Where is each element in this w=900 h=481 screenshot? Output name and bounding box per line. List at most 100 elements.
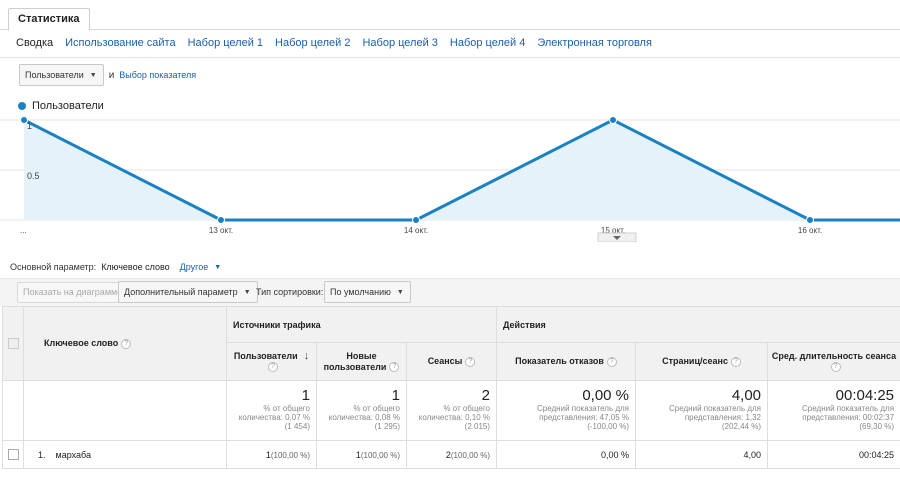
summary-row: 1 % от общего количества: 0,07 % (1 454)… (2, 380, 900, 441)
sessions-header-label: Сеансы (427, 356, 463, 366)
x-tick-label-1: 13 окт. (209, 226, 233, 235)
subnav-ecommerce[interactable]: Электронная торговля (537, 37, 652, 49)
summary-bounce-note-3: (-100,00 %) (587, 422, 630, 431)
chevron-down-icon: ▼ (396, 288, 404, 296)
keyword-column-header: Ключевое слово? (23, 306, 227, 381)
x-tick-label-4: 16 окт. (798, 226, 822, 235)
y-tick-label-1: 0.5 (27, 171, 40, 181)
help-icon[interactable]: ? (389, 362, 400, 373)
row-sessions-value: 2 (445, 449, 451, 460)
subnav-summary[interactable]: Сводка (16, 37, 54, 49)
summary-new-users-note-1: % от общего (353, 404, 400, 413)
new-users-header-line2: пользователи (323, 361, 387, 372)
primary-dimension-value[interactable]: Ключевое слово (101, 262, 170, 272)
avg-duration-column-header[interactable]: Сред. длительность сеанса? (767, 342, 900, 381)
sort-type-value: По умолчанию (330, 287, 391, 297)
help-icon[interactable]: ? (121, 338, 132, 349)
subnav-goal-set-1[interactable]: Набор целей 1 (187, 37, 264, 49)
row-select-cell (2, 440, 24, 469)
row-duration-cell: 00:04:25 (767, 440, 900, 469)
summary-sessions-value: 2 (481, 387, 491, 404)
summary-bounce-value: 0,00 % (582, 387, 630, 404)
data-point-1 (217, 216, 225, 224)
report-subnav: Сводка Использование сайта Набор целей 1… (16, 36, 664, 50)
subnav-site-usage[interactable]: Использование сайта (65, 37, 176, 49)
metric-dropdown-value: Пользователи (25, 70, 84, 80)
summary-pages-note-3: (202,44 %) (721, 422, 762, 431)
row-keyword-link[interactable]: мархаба (55, 449, 91, 460)
chart-legend: Пользователи (18, 100, 104, 112)
row-new-users-value: 1 (355, 449, 361, 460)
row-keyword-cell: 1. мархаба (23, 440, 227, 469)
summary-pages-note-2: представления: 1,32 (684, 413, 762, 422)
secondary-dimension-dropdown[interactable]: Дополнительный параметр ▼ (118, 281, 258, 303)
choose-metric-link[interactable]: Выбор показателя (119, 70, 197, 80)
summary-users-note-2: количества: 0,07 % (238, 413, 310, 422)
chevron-down-icon: ▼ (243, 288, 251, 296)
users-column-header[interactable]: Пользователи ↓? (226, 342, 317, 381)
subnav-goal-set-2[interactable]: Набор целей 2 (275, 37, 351, 49)
bounce-rate-column-header[interactable]: Показатель отказов? (496, 342, 637, 381)
summary-duration-note-3: (69,30 %) (859, 422, 895, 431)
x-tick-label-3: 15 окт. (601, 226, 625, 235)
summary-new-users-cell: 1 % от общего количества: 0,08 % (1 295) (316, 380, 407, 441)
summary-blank-cell (23, 380, 227, 441)
select-all-checkbox[interactable] (7, 338, 19, 350)
sort-desc-arrow-icon: ↓ (303, 349, 310, 362)
pages-per-session-column-header[interactable]: Страниц/сеанс? (635, 342, 769, 381)
help-icon[interactable]: ? (606, 356, 617, 367)
help-icon[interactable]: ? (465, 356, 476, 367)
chevron-down-icon: ▼ (214, 263, 222, 271)
subnav-goal-set-4[interactable]: Набор целей 4 (449, 37, 526, 49)
show-on-chart-button[interactable]: Показать на диаграмме (17, 282, 129, 303)
new-users-header-line1: Новые (346, 350, 377, 361)
summary-users-note-3: (1 454) (284, 422, 310, 431)
summary-users-cell: 1 % от общего количества: 0,07 % (1 454) (226, 380, 317, 441)
users-line-chart: 1 0.5... 13 окт. 14 окт. 15 окт. 16 окт. (0, 116, 900, 242)
row-checkbox[interactable] (7, 449, 19, 461)
row-index: 1. (38, 449, 46, 460)
row-users-pct: (100,00 %) (270, 450, 310, 460)
metric-dropdown[interactable]: Пользователи ▼ (19, 64, 104, 86)
summary-new-users-value: 1 (391, 387, 400, 404)
summary-duration-note-2: представления: 00:02:37 (802, 413, 895, 422)
row-sessions-pct: (100,00 %) (450, 450, 491, 460)
summary-duration-note-1: Средний показатель для (802, 404, 895, 413)
legend-dot-icon (18, 102, 26, 110)
actions-group: Действия (496, 306, 900, 343)
summary-new-users-note-3: (1 295) (374, 422, 400, 431)
primary-dimension-row: Основной параметр: Ключевое слово Другое… (10, 261, 221, 273)
secondary-dimension-label: Дополнительный параметр (124, 287, 238, 297)
avg-duration-header-label: Сред. длительность сеанса (771, 350, 897, 361)
summary-new-users-note-2: количества: 0,08 % (328, 413, 400, 422)
sort-type-dropdown[interactable]: По умолчанию ▼ (324, 281, 411, 303)
series-line-users (23, 118, 900, 222)
legend-label: Пользователи (32, 100, 104, 112)
sort-type-label: Тип сортировки: (256, 287, 324, 297)
help-icon[interactable]: ? (268, 362, 278, 373)
summary-bounce-note-2: представления: 47,05 % (539, 413, 630, 422)
new-users-column-header[interactable]: Новые пользователи? (316, 342, 407, 381)
other-dimension-link[interactable]: Другое (179, 262, 209, 272)
series-area-fill (24, 120, 900, 220)
summary-duration-cell: 00:04:25 Средний показатель для представ… (767, 380, 900, 441)
row-users-value: 1 (265, 449, 271, 460)
subnav-goal-set-3[interactable]: Набор целей 3 (362, 37, 438, 49)
tab-bar: Статистика (0, 0, 900, 31)
summary-pages-note-1: Средний показатель для (669, 404, 762, 413)
summary-duration-value: 00:04:25 (835, 387, 895, 404)
help-icon[interactable]: ? (830, 362, 841, 373)
summary-bounce-cell: 0,00 % Средний показатель для представле… (496, 380, 637, 441)
and-label: и (108, 69, 115, 81)
chevron-down-icon: ▼ (89, 71, 97, 79)
summary-bounce-note-1: Средний показатель для (537, 404, 630, 413)
summary-sessions-note-1: % от общего (443, 404, 491, 413)
table-toolbar: Показать на диаграмме Дополнительный пар… (0, 278, 900, 306)
sessions-column-header[interactable]: Сеансы? (405, 342, 498, 381)
summary-blank-cell (2, 380, 24, 441)
help-icon[interactable]: ? (730, 356, 741, 367)
data-point-2 (412, 216, 420, 224)
summary-sessions-note-2: количества: 0,10 % (418, 413, 491, 422)
pages-per-session-header-label: Страниц/сеанс (662, 356, 728, 366)
tab-statistics[interactable]: Статистика (8, 8, 90, 31)
